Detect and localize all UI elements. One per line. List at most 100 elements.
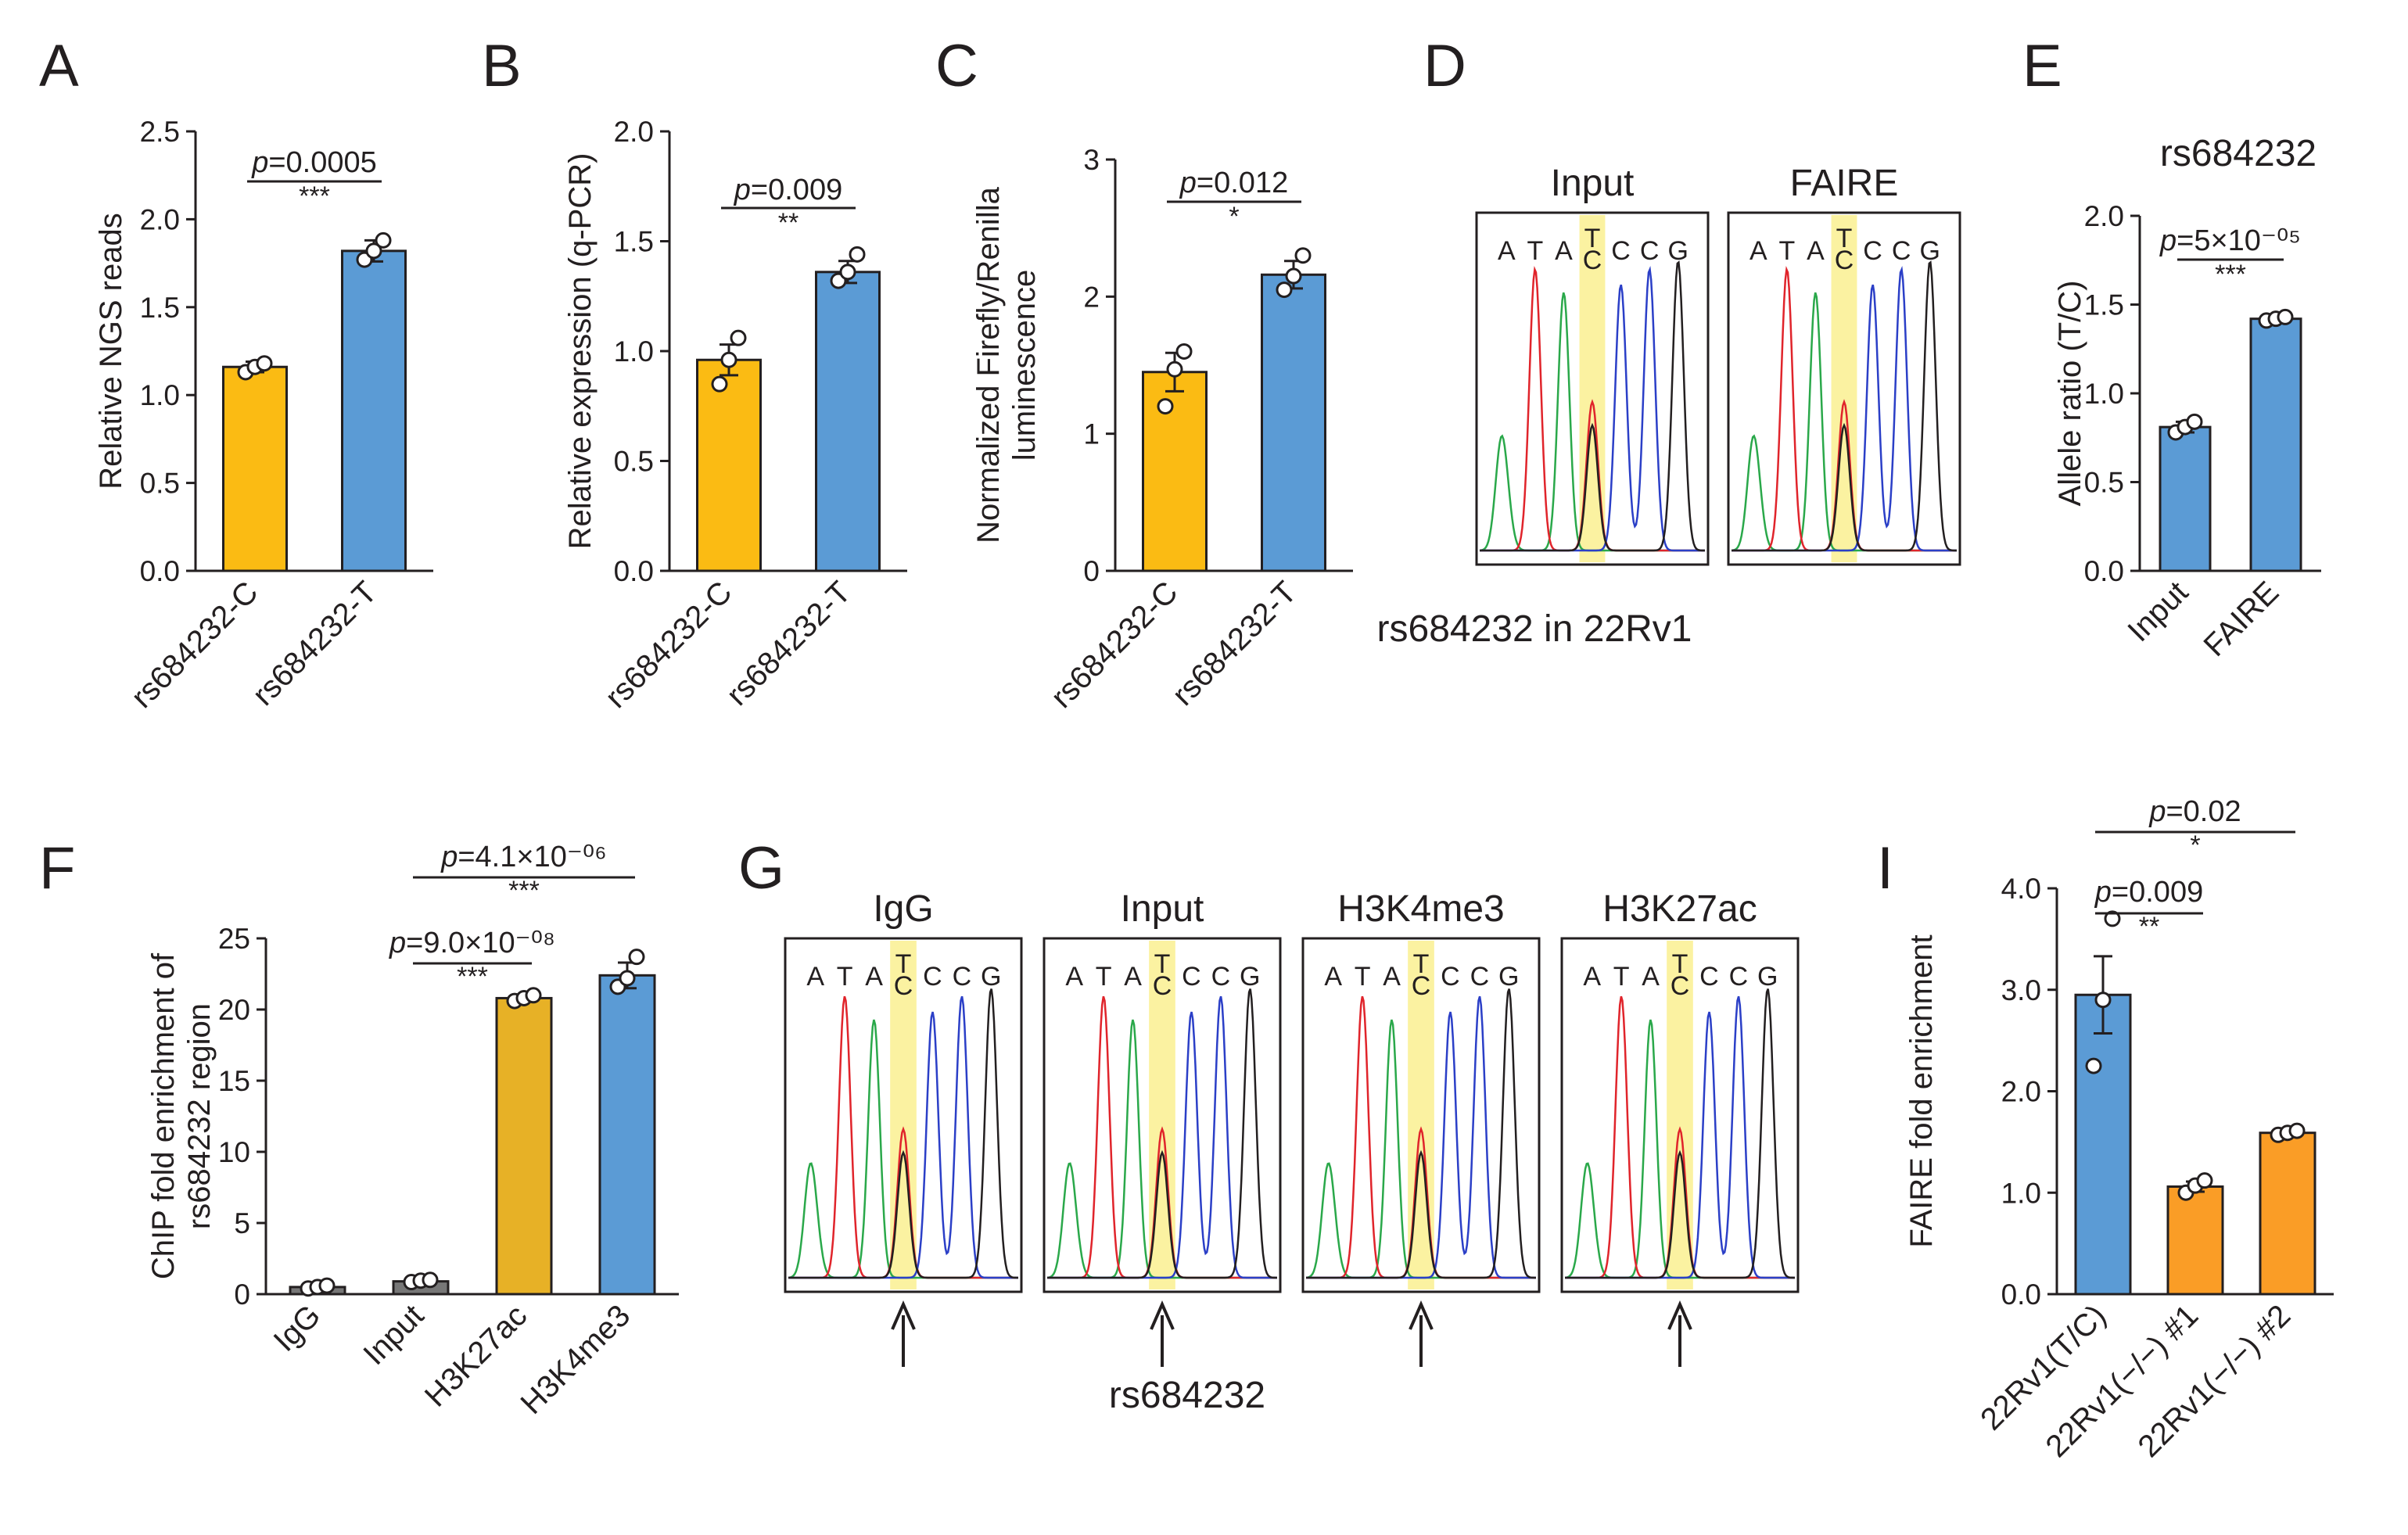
panel-label-i: I: [1877, 835, 1893, 902]
p-symbol-i: p: [2094, 876, 2112, 909]
category-label-a-1: rs684232-T: [246, 575, 384, 712]
base-letter-g-2: A: [1383, 962, 1401, 992]
category-label-f-3: H3K4me3: [514, 1298, 637, 1421]
arrow-head-g-0: [891, 1300, 916, 1330]
data-point-f: [619, 970, 636, 987]
base-letter-d-0: T: [1527, 236, 1543, 266]
p-value-text-a: =0.0005: [268, 146, 376, 179]
base-letter-g-2: T: [1355, 962, 1371, 992]
p-symbol-f: p: [440, 841, 458, 873]
base-letter-d-0: C: [1640, 236, 1660, 266]
p-value-f: p=4.1×10⁻⁰⁶: [440, 841, 607, 873]
y-axis-label-b: Relative expression (q-PCR): [563, 153, 598, 550]
bar-e-1: [2249, 317, 2302, 572]
p-value-f: p=9.0×10⁻⁰⁸: [389, 927, 555, 959]
category-label-e-0: Input: [2121, 575, 2194, 648]
trace-g-d-1: [1732, 260, 1957, 552]
p-value-i: p=0.02: [2148, 795, 2241, 828]
p-value-text-i: =0.02: [2166, 795, 2241, 828]
base-letter-d-0: G: [1667, 236, 1688, 266]
bar-e-0: [2159, 425, 2212, 572]
chromatogram-label-d-0: Input: [1551, 163, 1635, 204]
y-tick-label-i: 0.0: [2001, 1279, 2041, 1311]
y-axis-label-line-c: Normalized Firefly/Renilla: [971, 186, 1006, 543]
panel-label-b: B: [482, 33, 522, 99]
p-symbol-f: p: [389, 927, 406, 959]
y-axis-label-line-f: rs684232 region: [182, 1003, 217, 1229]
snp-base-bottom-g-2: C: [1412, 971, 1431, 1001]
significance-stars-e: ***: [2215, 260, 2246, 289]
y-tick-label-e: 0.5: [2084, 467, 2124, 499]
snp-base-top-g-3: T: [1672, 949, 1688, 979]
base-letter-g-1: A: [1124, 962, 1142, 992]
significance-stars-i: **: [2139, 912, 2159, 941]
bar-a-0: [222, 365, 288, 572]
y-tick-label-f: 10: [218, 1136, 250, 1168]
y-tick-label-b: 0.0: [614, 555, 654, 587]
y-tick-label-c: 3: [1083, 144, 1100, 176]
data-point-b: [730, 329, 747, 346]
trace-g-g-0: [788, 988, 1018, 1279]
trace-t-g-3: [1565, 995, 1795, 1279]
y-tick-label-a: 0.0: [140, 555, 180, 587]
bar-f-3: [598, 974, 656, 1296]
bar-b-0: [696, 358, 762, 572]
snp-base-bottom-g-0: C: [894, 971, 913, 1001]
category-label-e-1: FAIRE: [2198, 575, 2286, 663]
trace-t-d-0: [1480, 265, 1705, 552]
y-axis-label-line-c: luminescence: [1007, 270, 1042, 461]
base-letter-g-1: T: [1096, 962, 1112, 992]
snp-base-bottom-g-1: C: [1153, 971, 1172, 1001]
base-letter-d-0: A: [1498, 236, 1516, 266]
chart-b: 0.0 0.5 1.0 1.5 2.0 Relative expression (q-PC…: [563, 116, 907, 715]
y-tick-label-i: 3.0: [2001, 974, 2041, 1006]
arrow-head-g-2: [1409, 1300, 1434, 1330]
base-letter-g-3: C: [1699, 962, 1719, 992]
y-axis-label-c: Normalized Firefly/Renillaluminescence: [971, 186, 1042, 543]
y-tick-label-f: 20: [218, 994, 250, 1026]
p-value-b: p=0.009: [734, 174, 842, 206]
base-letter-d-0: C: [1611, 236, 1631, 266]
data-point-i: [2085, 1057, 2102, 1074]
base-letter-g-2: A: [1324, 962, 1342, 992]
panel-label-e: E: [2022, 33, 2062, 99]
data-point-a: [375, 231, 392, 249]
trace-t-d-1: [1732, 265, 1957, 552]
trace-t-g-0: [788, 995, 1018, 1279]
y-tick-label-c: 1: [1083, 418, 1100, 450]
data-point-c: [1157, 398, 1174, 415]
base-letter-d-1: C: [1892, 236, 1911, 266]
y-axis-label-line-f: ChIP fold enrichment of: [146, 952, 181, 1279]
data-point-e: [2277, 308, 2294, 325]
y-tick-label-e: 1.5: [2084, 289, 2124, 321]
base-letter-g-0: T: [837, 962, 853, 992]
data-point-a: [256, 355, 273, 372]
base-letter-g-1: C: [1211, 962, 1231, 992]
p-value-text-f: =4.1×10⁻⁰⁶: [458, 841, 606, 873]
panel-label-a: A: [39, 33, 79, 99]
data-point-e: [2186, 413, 2203, 430]
trace-g-g-2: [1306, 988, 1536, 1279]
data-point-c: [1285, 267, 1302, 285]
p-symbol-c: p: [1179, 167, 1197, 199]
snp-base-bottom-d-1: C: [1835, 246, 1854, 275]
chromatogram-label-g-2: H3K4me3: [1337, 888, 1504, 930]
y-tick-label-i: 4.0: [2001, 873, 2041, 905]
data-point-i: [2196, 1172, 2213, 1189]
p-value-text-i: =0.009: [2112, 876, 2203, 909]
base-letter-g-3: T: [1613, 962, 1630, 992]
data-point-c: [1294, 247, 1312, 264]
trace-g-d-0: [1480, 260, 1705, 552]
p-symbol-b: p: [734, 174, 751, 206]
y-axis-label-e: Allele ratio (T/C): [2053, 281, 2087, 507]
data-point-c: [1276, 282, 1293, 299]
base-letter-g-1: C: [1182, 962, 1201, 992]
trace-t-g-1: [1047, 995, 1277, 1279]
y-tick-label-f: 5: [234, 1207, 250, 1239]
bar-b-1: [815, 271, 881, 572]
